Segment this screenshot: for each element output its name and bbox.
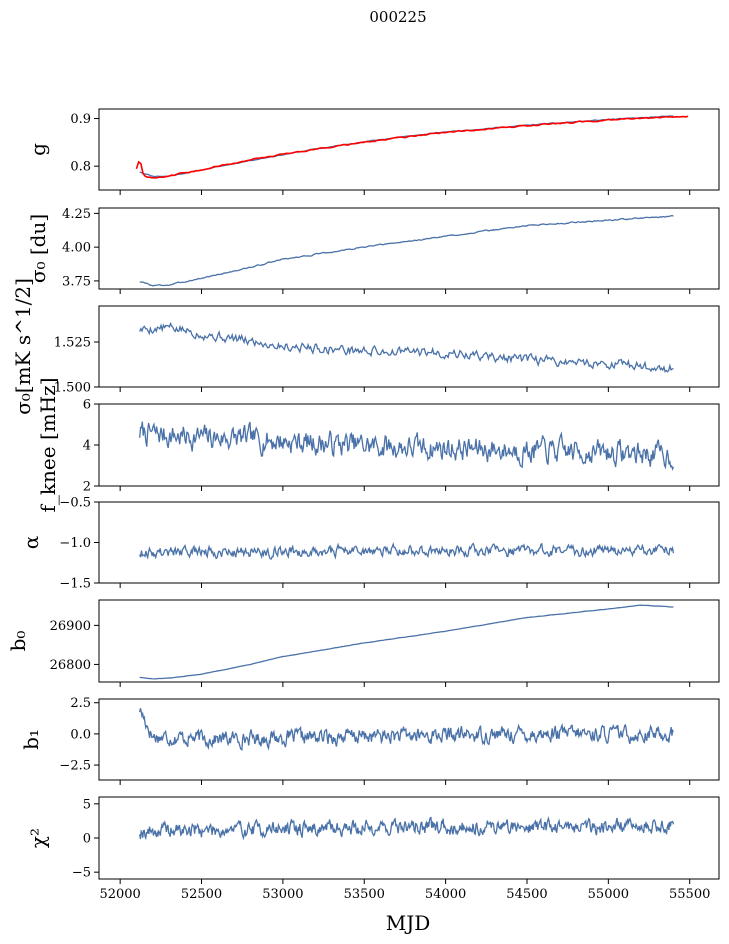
y-tick-label: 4.00 — [62, 241, 91, 256]
figure-title: 000225 — [369, 8, 426, 26]
y-tick-label: 3.75 — [62, 274, 91, 289]
y-tick-label: 0.9 — [70, 112, 91, 127]
y-tick-label: 26900 — [50, 619, 91, 634]
axes-frame — [98, 599, 720, 683]
y-tick-label: 0.0 — [70, 727, 91, 742]
x-tick-label: 53000 — [262, 887, 303, 902]
y-axis-label-chi2: χ² — [26, 828, 50, 848]
panel-sigma0-mk: 1.500 1.525 — [54, 305, 720, 396]
axes-frame — [98, 698, 720, 781]
y-axis-label-g: g — [26, 143, 50, 156]
panels: 0.80.93.754.004.251.5001.525246−1.5−1.0−… — [50, 108, 720, 902]
y-tick-label: −1.5 — [59, 577, 91, 592]
axes-frame — [98, 207, 720, 290]
axes-frame — [98, 305, 720, 388]
x-tick-label: 52000 — [99, 887, 140, 902]
axes-frame — [98, 108, 720, 191]
y-tick-label: 2.5 — [70, 696, 91, 711]
y-tick-label: 1.500 — [54, 381, 91, 396]
y-tick-label: −0.5 — [59, 496, 91, 511]
panel-sigma0-du: 3.75 4.00 4.25 — [62, 207, 720, 294]
series-line-chi2-chi2 — [139, 815, 675, 841]
x-tick-label: 54500 — [506, 887, 547, 902]
y-tick-label: 2 — [83, 480, 91, 495]
y-axis-label-b1: b₁ — [19, 729, 43, 750]
panel-b1: −2.5 0.0 2.5 — [59, 696, 720, 785]
panel-g: 0.8 0.9 — [70, 108, 720, 195]
y-tick-label: 26800 — [50, 658, 91, 673]
y-tick-label: 4 — [83, 439, 91, 454]
y-tick-label: 1.525 — [54, 336, 91, 351]
axes-frame — [98, 501, 720, 584]
series-line-fknee-fknee — [139, 421, 675, 471]
y-axis-label-alpha: α — [19, 536, 43, 550]
axes-frame — [98, 403, 720, 487]
y-tick-label: 4.25 — [62, 207, 91, 222]
x-tick-label: 54000 — [425, 887, 466, 902]
series-line-sigma0-du-sigma0 — [139, 214, 674, 287]
y-tick-label: 5 — [83, 797, 91, 812]
y-axis-label-sigma0-mk: σ₀[mK s^1/2] — [11, 278, 35, 415]
y-axis-label-fknee: f_knee [mHz] — [36, 378, 60, 513]
axes-frame — [98, 796, 720, 880]
y-tick-label: 0 — [83, 832, 91, 847]
series-line-alpha-alpha — [139, 541, 675, 560]
series-line-b0-b0 — [139, 604, 674, 680]
x-axis-label: MJD — [386, 911, 431, 935]
y-axis-label-b0: b₀ — [6, 631, 30, 652]
panel-chi2: −5 0 5 52000 52500 53000 53500 54000 54500 55000 5… — [72, 796, 720, 902]
y-axis-labels: g σ₀ [du]σ₀[mK s^1/2]f_knee [mHz] α b₀ b₁ χ² — [6, 143, 60, 848]
y-tick-label: −5 — [72, 866, 91, 881]
x-tick-label: 53500 — [344, 887, 385, 902]
x-tick-label: 55000 — [588, 887, 629, 902]
series-line-g-data — [135, 115, 689, 179]
y-tick-label: −2.5 — [59, 759, 91, 774]
panel-b0: 26800 26900 — [50, 599, 720, 687]
series-line-g-model — [139, 115, 674, 178]
x-tick-label: 55500 — [669, 887, 710, 902]
y-tick-label: −1.0 — [59, 536, 91, 551]
y-tick-label: 6 — [83, 398, 91, 413]
y-tick-label: 0.8 — [70, 160, 91, 175]
panel-fknee: 2 4 6 — [83, 398, 720, 495]
x-tick-label: 52500 — [181, 887, 222, 902]
y-axis-label-sigma0-du: σ₀ [du] — [26, 214, 50, 283]
series-line-b1-b1 — [139, 708, 674, 751]
panel-alpha: −1.5 −1.0 −0.5 — [59, 496, 720, 592]
series-line-sigma0-mk-sigma0 — [139, 321, 674, 373]
